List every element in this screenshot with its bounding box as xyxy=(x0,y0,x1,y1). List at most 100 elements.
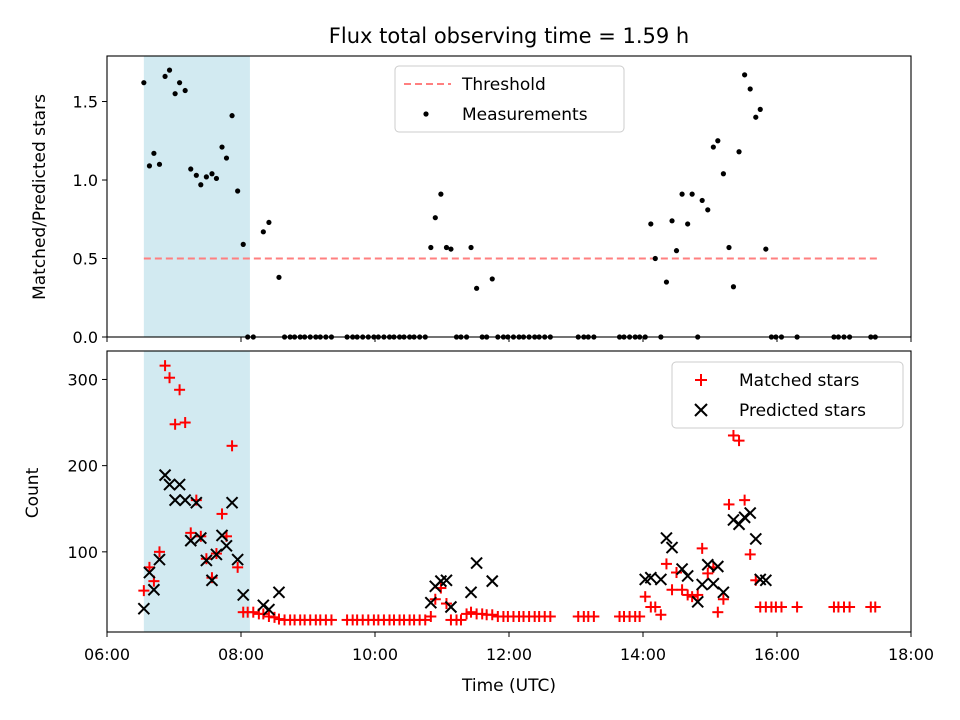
legend-predicted-swatch xyxy=(694,403,708,417)
measurement-point xyxy=(198,182,204,188)
x-tick-label: 06:00 xyxy=(84,645,130,664)
matched-stars-point xyxy=(200,553,212,565)
predicted-stars-point xyxy=(470,556,483,570)
predicted-stars-point xyxy=(184,534,197,547)
y-tick-label: 1.0 xyxy=(73,171,98,190)
measurement-point xyxy=(229,113,235,119)
measurement-point xyxy=(223,155,230,161)
matched-stars-point xyxy=(696,542,708,554)
top-x-axis xyxy=(106,337,912,342)
bottom-y-axis-label: Count xyxy=(23,467,43,518)
predicted-stars-point xyxy=(486,574,499,588)
matched-stars-point xyxy=(791,601,803,613)
predicted-stars-point xyxy=(707,577,720,590)
measurement-point xyxy=(146,163,153,169)
measurement-point xyxy=(669,218,675,224)
matched-stars-point xyxy=(666,584,678,596)
predicted-stars-point xyxy=(237,588,250,602)
predicted-stars-point xyxy=(665,541,679,554)
matched-stars-point xyxy=(723,498,735,510)
predicted-stars-point xyxy=(440,574,453,587)
matched-stars-point xyxy=(226,440,238,452)
bottom-panel: 100 200 300 06:00 08:00 10:00 12:00 14:00 16:00… xyxy=(23,350,934,696)
predicted-stars-point xyxy=(163,478,176,491)
measurement-point xyxy=(151,150,157,156)
matched-stars-point xyxy=(869,601,881,613)
measurement-point xyxy=(489,276,495,282)
bottom-legend: Matched stars Predicted stars xyxy=(671,361,904,429)
matched-stars-point xyxy=(739,494,751,506)
predicted-stars-point xyxy=(464,586,478,599)
matched-stars-point xyxy=(544,610,556,622)
measurement-point xyxy=(720,171,727,177)
measurement-point xyxy=(156,161,163,167)
predicted-stars-point xyxy=(711,560,725,573)
predicted-stars-point xyxy=(190,496,203,509)
measurement-point xyxy=(648,221,654,227)
top-shaded-region xyxy=(143,56,250,337)
measurement-point xyxy=(203,174,209,180)
top-legend: Threshold Measurements xyxy=(394,65,625,133)
matched-stars-point xyxy=(425,610,437,622)
bottom-x-axis-label: Time (UTC) xyxy=(461,676,556,696)
y-tick-label: 1.5 xyxy=(73,93,98,112)
matched-stars-point xyxy=(649,601,661,613)
measurement-point xyxy=(652,255,658,262)
measurement-point xyxy=(474,285,480,291)
matched-stars-point xyxy=(143,561,155,573)
x-tick-label: 16:00 xyxy=(754,645,800,664)
top-legend-box xyxy=(394,65,625,133)
measurement-point xyxy=(266,219,272,226)
matched-stars-point xyxy=(727,429,739,441)
matched-stars-point xyxy=(655,609,667,621)
matched-stars-point xyxy=(660,558,672,570)
measurement-point xyxy=(663,279,670,285)
matched-stars-point xyxy=(733,435,745,447)
predicted-stars-point xyxy=(215,529,229,542)
legend-predicted-label: Predicted stars xyxy=(739,401,866,421)
measurement-point xyxy=(699,197,705,204)
measurement-point xyxy=(166,67,173,73)
bottom-plot-area xyxy=(137,360,881,626)
measurement-point xyxy=(428,244,434,251)
predicted-stars-point xyxy=(205,574,219,587)
predicted-stars-point xyxy=(210,548,223,561)
matched-stars-point xyxy=(844,601,856,613)
measurement-point xyxy=(726,244,732,251)
measurement-point xyxy=(710,144,716,150)
measurement-point xyxy=(172,91,178,97)
matched-stars-point xyxy=(702,567,714,579)
predicted-stars-point xyxy=(231,553,244,566)
matched-stars-point xyxy=(185,527,197,539)
matched-stars-point xyxy=(179,417,191,429)
matched-stars-point xyxy=(676,584,688,596)
predicted-stars-point xyxy=(178,493,192,507)
matched-stars-point xyxy=(671,567,682,579)
predicted-stars-point xyxy=(759,574,773,587)
measurement-point xyxy=(432,215,438,221)
y-tick-label: 100 xyxy=(67,543,98,562)
measurement-point xyxy=(705,207,711,213)
predicted-stars-point xyxy=(147,583,161,596)
predicted-stars-point xyxy=(681,569,694,583)
matched-stars-point xyxy=(174,384,186,396)
predicted-stars-point xyxy=(654,573,668,586)
y-tick-label: 300 xyxy=(67,370,98,389)
legend-measurements-swatch xyxy=(423,111,429,117)
measurement-point xyxy=(141,80,147,86)
matched-stars-point xyxy=(325,614,337,626)
matched-stars-point xyxy=(247,606,259,618)
matched-stars-point xyxy=(169,418,181,430)
predicted-stars-point xyxy=(194,531,208,545)
predicted-stars-point xyxy=(660,531,673,545)
matched-stars-point xyxy=(216,508,228,520)
predicted-stars-point xyxy=(200,554,213,567)
predicted-stars-point xyxy=(158,468,172,482)
measurement-point xyxy=(679,191,685,197)
top-panel: 0.0 0.5 1.0 1.5 Matched/Predicted stars Thr… xyxy=(30,55,912,347)
legend-measurements-label: Measurements xyxy=(462,105,588,125)
matched-stars-point xyxy=(419,614,431,626)
legend-matched-swatch xyxy=(695,374,707,386)
predicted-stars-point xyxy=(695,578,709,591)
